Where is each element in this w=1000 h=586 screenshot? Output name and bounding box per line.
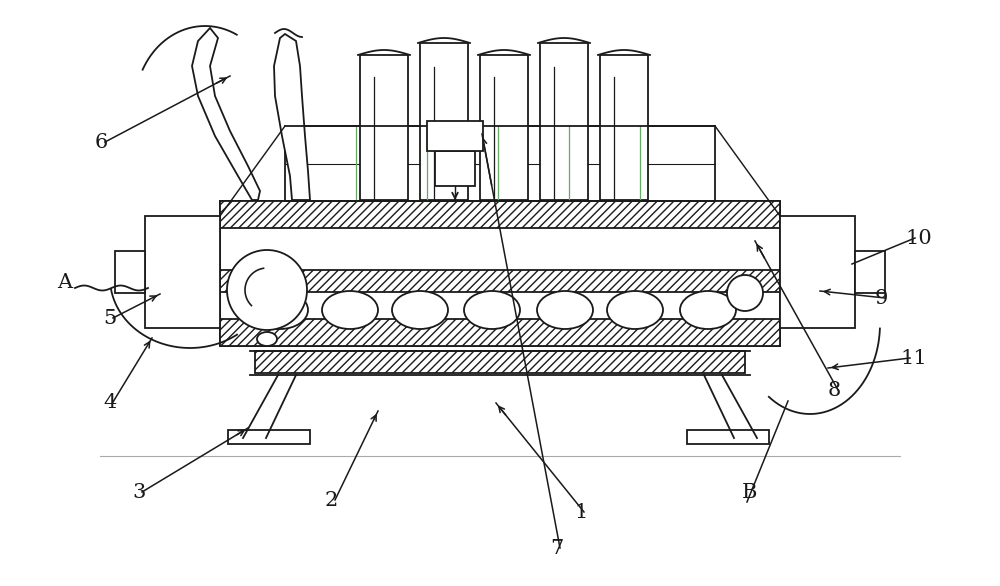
Bar <box>780 216 855 328</box>
Bar <box>427 121 483 151</box>
Bar <box>285 126 715 201</box>
Text: 9: 9 <box>875 289 888 308</box>
Ellipse shape <box>392 291 448 329</box>
Circle shape <box>727 275 763 311</box>
Ellipse shape <box>607 291 663 329</box>
Bar <box>255 351 745 373</box>
Text: 11: 11 <box>900 349 927 368</box>
Ellipse shape <box>322 291 378 329</box>
Text: 6: 6 <box>95 133 108 152</box>
Polygon shape <box>274 34 310 200</box>
Polygon shape <box>192 28 260 200</box>
Bar <box>435 151 475 186</box>
Bar <box>687 430 769 444</box>
Ellipse shape <box>252 291 308 329</box>
Bar <box>145 216 220 328</box>
Ellipse shape <box>257 332 277 346</box>
Text: A: A <box>57 273 72 292</box>
Bar <box>228 430 310 444</box>
Circle shape <box>227 250 307 330</box>
Text: 1: 1 <box>574 503 587 522</box>
Text: 3: 3 <box>132 483 145 502</box>
Bar <box>855 251 885 293</box>
Polygon shape <box>360 55 408 200</box>
Ellipse shape <box>464 291 520 329</box>
Bar <box>220 201 780 346</box>
Text: 2: 2 <box>325 491 338 510</box>
Text: 4: 4 <box>103 393 116 412</box>
Bar <box>220 319 780 346</box>
Ellipse shape <box>537 291 593 329</box>
Ellipse shape <box>680 291 736 329</box>
Text: 8: 8 <box>828 381 841 400</box>
Polygon shape <box>480 55 528 200</box>
Bar <box>220 270 780 292</box>
Polygon shape <box>420 43 468 200</box>
Text: B: B <box>742 483 757 502</box>
Text: 7: 7 <box>550 539 563 558</box>
Text: 10: 10 <box>905 229 932 248</box>
Polygon shape <box>540 43 588 200</box>
Polygon shape <box>600 55 648 200</box>
Text: 5: 5 <box>103 309 116 328</box>
Bar <box>220 201 780 228</box>
Bar <box>115 251 145 293</box>
